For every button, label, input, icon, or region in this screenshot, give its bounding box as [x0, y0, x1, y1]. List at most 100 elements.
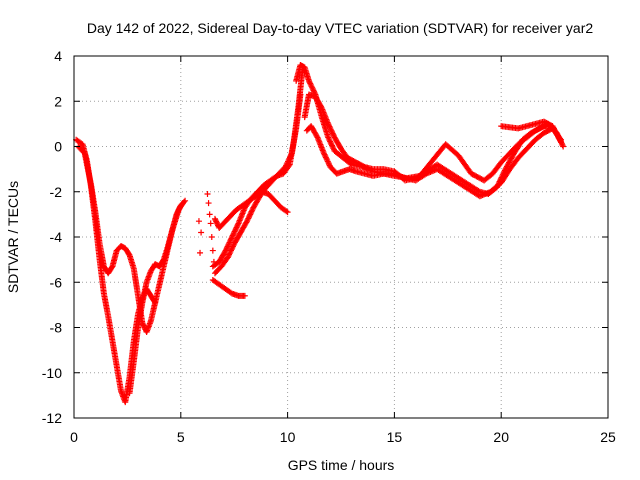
data-point	[328, 127, 335, 134]
data-point	[322, 153, 329, 160]
data-point	[208, 234, 215, 240]
data-point	[327, 124, 334, 131]
data-point	[322, 154, 329, 161]
data-point	[324, 158, 331, 165]
data-point	[229, 244, 236, 251]
data-point	[225, 242, 232, 249]
data-point	[224, 254, 231, 261]
data-point	[307, 81, 314, 88]
data-point	[125, 250, 132, 257]
data-point	[320, 150, 327, 157]
data-point	[325, 159, 332, 166]
data-point	[229, 232, 236, 239]
data-point	[326, 137, 333, 144]
data-point	[558, 138, 565, 145]
data-point	[227, 248, 234, 255]
x-tick-label: 5	[177, 429, 185, 445]
data-point	[232, 225, 239, 232]
data-point	[246, 212, 253, 219]
data-point	[327, 139, 334, 146]
data-point	[80, 149, 87, 156]
data-point	[321, 151, 328, 158]
data-point	[181, 198, 188, 205]
data-point	[244, 218, 251, 225]
data-point	[283, 208, 290, 215]
data-point	[195, 218, 202, 225]
data-point	[197, 249, 204, 256]
data-point	[225, 240, 232, 247]
data-point	[327, 138, 334, 145]
data-point	[207, 220, 214, 227]
data-point	[228, 246, 235, 253]
data-point	[324, 157, 331, 164]
data-point	[225, 253, 232, 260]
data-point	[223, 244, 230, 251]
data-point	[227, 238, 234, 245]
data-point	[285, 158, 292, 165]
data-point	[206, 211, 213, 218]
data-point	[326, 123, 333, 130]
x-tick-label: 15	[387, 429, 403, 445]
data-point	[329, 142, 336, 149]
data-point	[248, 208, 255, 215]
data-point	[327, 126, 334, 133]
data-point	[232, 227, 239, 234]
data-point	[282, 163, 289, 170]
data-point	[305, 77, 312, 84]
data-point	[306, 79, 313, 86]
data-point	[328, 141, 335, 148]
data-point	[288, 151, 295, 158]
data-point	[209, 247, 216, 254]
data-point	[221, 248, 228, 255]
data-point	[310, 87, 317, 94]
x-tick-label: 20	[493, 429, 509, 445]
data-point	[234, 223, 241, 230]
data-point	[226, 239, 233, 246]
data-point	[297, 91, 304, 98]
data-point	[283, 161, 290, 168]
data-point	[249, 205, 256, 212]
data-point	[325, 122, 332, 129]
data-point	[329, 143, 336, 150]
data-point	[226, 251, 233, 258]
data-point	[309, 86, 316, 93]
y-tick-label: -2	[50, 184, 63, 200]
grid	[74, 56, 608, 418]
data-point	[230, 231, 237, 238]
data-point	[560, 143, 567, 150]
data-point	[223, 246, 230, 253]
data-point	[329, 130, 336, 137]
data-point	[198, 229, 205, 236]
y-tick-label: 4	[54, 48, 62, 64]
y-tick-label: 2	[54, 93, 62, 109]
data-point	[330, 131, 337, 138]
data-point	[326, 161, 333, 168]
data-point	[330, 133, 337, 140]
data-point	[360, 163, 367, 170]
data-point	[286, 154, 293, 161]
data-point	[241, 292, 248, 299]
y-tick-label: -8	[50, 320, 63, 336]
chart-title: Day 142 of 2022, Sidereal Day-to-day VTE…	[87, 20, 593, 36]
data-point	[230, 242, 237, 249]
data-point	[283, 162, 290, 169]
data-point	[231, 228, 238, 235]
data-point	[204, 191, 211, 198]
data-point	[559, 142, 566, 149]
data-point	[286, 155, 293, 162]
data-point	[325, 134, 332, 141]
data-point	[245, 214, 252, 221]
data-point	[233, 224, 240, 231]
y-tick-label: -4	[50, 229, 63, 245]
x-axis-label: GPS time / hours	[288, 457, 395, 473]
data-point	[284, 159, 291, 166]
data-point	[285, 157, 292, 164]
data-point	[152, 299, 159, 306]
data-point	[230, 229, 237, 236]
data-points	[73, 62, 567, 406]
x-tick-label: 25	[600, 429, 616, 445]
data-point	[224, 243, 231, 250]
data-point	[557, 137, 564, 144]
y-axis-label: SDTVAR / TECUs	[5, 181, 21, 293]
data-point	[323, 155, 330, 162]
